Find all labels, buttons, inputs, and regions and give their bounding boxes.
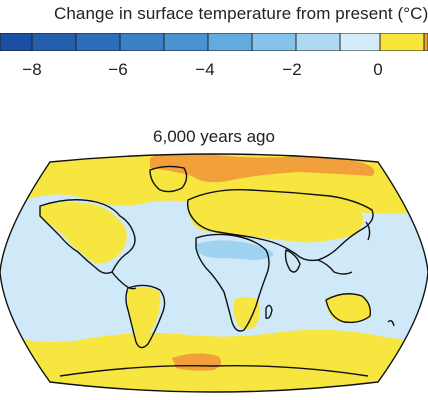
coastline-southeast-asia	[317, 259, 353, 275]
colorbar-swatch-1	[0, 33, 33, 51]
coastline-africa	[195, 233, 270, 332]
colorbar-swatch-4	[119, 33, 165, 51]
colorbar-swatch-6	[207, 33, 253, 51]
colorbar-swatch-3	[75, 33, 121, 51]
colorbar-tick-minus-8: −8	[22, 60, 42, 79]
eurasia-warm	[187, 196, 364, 243]
colorbar-tick-0: 0	[373, 60, 383, 79]
coastline-central-america	[111, 271, 137, 290]
colorbar-tick-minus-4: −4	[195, 60, 215, 79]
coastline-antarctica	[59, 365, 369, 377]
coastline-japan	[365, 221, 371, 241]
colorbar-swatch-2	[31, 33, 77, 51]
australia-warm	[326, 293, 372, 323]
map-title: 6,000 years ago	[153, 127, 275, 146]
colorbar-title: Change in surface temperature from prese…	[54, 4, 428, 23]
colorbar	[0, 33, 428, 51]
colorbar-swatch-9	[339, 33, 381, 51]
antarctic-strong-warming	[172, 353, 222, 371]
coastline-madagascar	[265, 304, 273, 320]
north-america-warm	[40, 202, 127, 264]
southern-africa-warm	[233, 297, 260, 329]
arctic-strong-warming	[150, 154, 375, 183]
world-map	[0, 153, 428, 393]
sahara-cool-band	[196, 240, 274, 260]
map-outline	[0, 153, 428, 393]
coastline-australia	[325, 293, 372, 324]
colorbar-swatch-7	[251, 33, 297, 51]
coastline-greenland	[149, 165, 188, 193]
colorbar-swatch-8	[295, 33, 341, 51]
south-america-warm	[128, 287, 161, 337]
coastline-north-america	[39, 199, 136, 275]
colorbar-tick-minus-2: −2	[282, 60, 302, 79]
colorbar-swatch-5	[163, 33, 209, 51]
coastline-south-america	[125, 284, 166, 349]
colorbar-tick-minus-6: −6	[108, 60, 128, 79]
colorbar-swatch-11	[423, 33, 428, 51]
colorbar-swatch-10	[379, 33, 425, 51]
coastline-india	[284, 249, 301, 273]
coastline-new-zealand	[387, 319, 395, 327]
